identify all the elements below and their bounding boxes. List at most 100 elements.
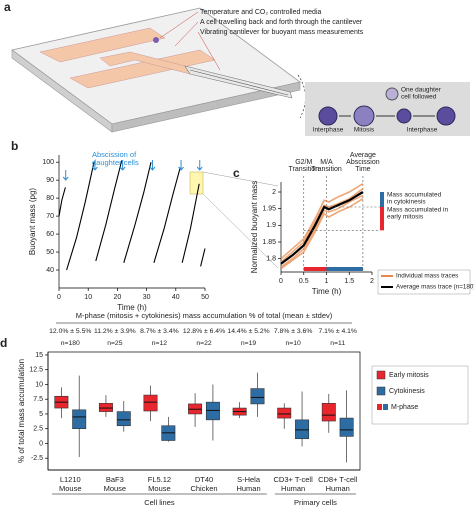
group-label: Primary cells [294, 498, 337, 507]
category-label: Human [326, 484, 350, 493]
category-label: Human [281, 484, 305, 493]
category-label: S-Hela [237, 475, 261, 484]
y-tick-label: 2 [272, 189, 276, 196]
n-label: n=19 [241, 340, 257, 347]
x-tick-label: 40 [172, 294, 180, 301]
phase-bar [303, 267, 327, 271]
bracket-label: early mitosis [387, 214, 424, 221]
bracket-label: Mass accumulated [387, 192, 442, 199]
legend-label: Cytokinesis [389, 388, 425, 395]
x-tick-label: 0.5 [299, 278, 309, 285]
stat: 11.2% ± 3.9% [94, 328, 136, 335]
y-tick-label: 15 [35, 352, 43, 359]
abscission-arrow [149, 160, 156, 171]
phase-label: Time [355, 166, 370, 173]
legend-swatch [377, 404, 382, 410]
y-tick-label: 1.9 [266, 222, 276, 229]
legend-label: Early mitosis [389, 372, 429, 379]
y-tick-label: -2.5 [31, 455, 43, 462]
trace [58, 160, 206, 271]
y-tick-label: 90 [46, 177, 54, 184]
box [98, 403, 113, 412]
n-label: n=11 [330, 340, 345, 347]
legend-box [377, 269, 471, 295]
box [143, 394, 158, 412]
category-label: FL5.12 [148, 475, 171, 484]
y-axis-label: Buoyant mass (pg) [28, 188, 37, 255]
y-tick-label: 5 [39, 411, 43, 418]
x-tick-label: 2 [370, 278, 374, 285]
abscission-arrow [178, 160, 184, 171]
stat: 12.8% ± 6.4% [183, 328, 225, 335]
y-tick-label: 1.95 [262, 206, 276, 213]
box [295, 419, 310, 440]
category-label: Chicken [190, 484, 217, 493]
category-label: Mouse [59, 484, 82, 493]
box [321, 403, 336, 422]
panel-label: a [4, 0, 11, 14]
phase-label: Average [350, 152, 376, 159]
legend-label: Individual mass traces [396, 273, 458, 280]
bracket-label: in cytokinesis [387, 199, 426, 206]
callout: Temperature and CO₂ controlled media [200, 9, 321, 16]
category-label: Mouse [148, 484, 171, 493]
header: M-phase (mitosis + cytokinesis) mass acc… [76, 311, 333, 320]
abscission-arrow [196, 160, 203, 171]
phase-label: G2/M [295, 159, 312, 166]
legend-box [371, 365, 469, 425]
box [250, 388, 265, 405]
y-axis-label: Normalized buoyant mass [250, 181, 259, 273]
annotation: Abscission of [92, 150, 137, 159]
trace [280, 191, 364, 265]
group-label: Cell lines [144, 498, 175, 507]
y-tick-label: 40 [46, 267, 54, 274]
stat: 7.1% ± 4.1% [318, 328, 357, 335]
box [205, 401, 220, 421]
y-tick-label: 12.5 [29, 367, 43, 374]
annotation: daughter cells [92, 158, 139, 167]
n-label: n=10 [285, 340, 301, 347]
individual-trace [280, 198, 364, 270]
box [72, 409, 87, 430]
x-tick-label: 1.5 [344, 278, 354, 285]
y-tick-label: 10 [35, 381, 43, 388]
cell-cycle-box [305, 82, 470, 136]
abscission-arrow [62, 170, 69, 181]
panel-label: b [11, 139, 18, 153]
y-tick-label: 70 [46, 213, 54, 220]
category-label: BaF3 [106, 475, 124, 484]
chip-schematic [11, 7, 306, 133]
y-axis-label: % of total mass accumulation [17, 359, 26, 463]
n-label: n=12 [152, 340, 168, 347]
y-tick-label: 1.8 [266, 256, 276, 263]
x-tick-label: 0 [279, 278, 283, 285]
link-lines [202, 171, 279, 269]
phase-label: Transition [311, 166, 342, 173]
stage-label: Mitosis [354, 127, 375, 134]
y-tick-label: 80 [46, 195, 54, 202]
phase-label: M/A [320, 159, 333, 166]
x-tick-label: 50 [201, 294, 209, 301]
y-tick-label: 60 [46, 231, 54, 238]
stage-label: Interphase [313, 127, 344, 134]
x-tick-label: 30 [143, 294, 151, 301]
phase-label: Transition [289, 166, 320, 173]
box [277, 407, 292, 419]
individual-trace [280, 183, 364, 260]
note: One daughter [401, 87, 442, 94]
stat: 8.7% ± 3.4% [140, 328, 179, 335]
legend-label: Average mass trace (n=180) [396, 284, 474, 291]
panel-label: c [233, 166, 240, 180]
y-tick-label: 7.5 [33, 396, 43, 403]
stat: 14.4% ± 5.2% [227, 328, 269, 335]
highlight-box [189, 171, 204, 195]
y-tick-label: 50 [46, 249, 54, 256]
phase-bar [326, 267, 363, 271]
n-label: n=180 [61, 340, 80, 347]
legend-swatch [383, 404, 388, 410]
x-tick-label: 1 [325, 278, 329, 285]
category-label: Human [236, 484, 260, 493]
y-tick-label: 1.85 [262, 239, 276, 246]
n-label: n=25 [107, 340, 123, 347]
